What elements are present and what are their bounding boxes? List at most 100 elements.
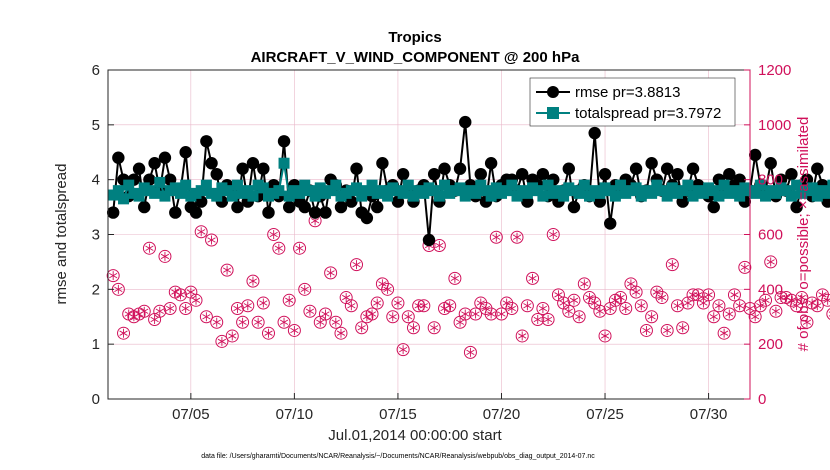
obs-assimilated-point bbox=[813, 301, 822, 311]
rmse-point bbox=[210, 167, 223, 181]
obs-assimilated-point bbox=[357, 323, 366, 333]
obs-assimilated-point bbox=[186, 287, 195, 297]
asterisk-stroke bbox=[782, 294, 791, 301]
asterisk-stroke bbox=[813, 303, 822, 309]
totalspread-point bbox=[231, 179, 243, 191]
obs-assimilated-point bbox=[181, 304, 190, 314]
totalspread-point bbox=[247, 190, 259, 202]
obs-possible-point bbox=[350, 258, 364, 272]
asterisk-stroke bbox=[533, 316, 542, 323]
rmse-point bbox=[148, 157, 161, 170]
asterisk-stroke bbox=[751, 314, 760, 320]
series-line-layer bbox=[106, 115, 830, 247]
obs-assimilated-point bbox=[766, 257, 775, 267]
totalspread-point bbox=[785, 190, 797, 202]
totalspread-point bbox=[200, 179, 212, 191]
asterisk-stroke bbox=[290, 327, 299, 334]
obs-assimilated-point bbox=[554, 290, 563, 300]
obs-possible-point bbox=[370, 296, 384, 310]
rmse-point bbox=[334, 200, 348, 214]
obs-possible-point bbox=[645, 310, 659, 324]
obs-possible-point bbox=[210, 315, 224, 329]
rmse-point bbox=[515, 167, 529, 181]
asterisk-stroke bbox=[502, 300, 511, 306]
rmse-point bbox=[660, 162, 674, 175]
asterisk-stroke bbox=[202, 314, 211, 320]
totalspread-point bbox=[123, 179, 135, 191]
obs-assimilated-point bbox=[497, 309, 506, 319]
obs-assimilated-point bbox=[378, 279, 387, 289]
asterisk-stroke bbox=[367, 311, 377, 317]
rmse-point bbox=[484, 157, 498, 170]
asterisk-stroke bbox=[445, 303, 454, 309]
obs-possible-point bbox=[639, 323, 653, 337]
asterisk-stroke bbox=[145, 245, 154, 251]
obs-assimilated-point bbox=[549, 230, 558, 239]
obs-possible-point bbox=[593, 304, 607, 318]
asterisk-stroke bbox=[114, 286, 123, 292]
totalspread-point bbox=[294, 187, 306, 199]
rmse-point bbox=[707, 200, 720, 214]
obs-assimilated-point bbox=[751, 312, 760, 322]
asterisk-stroke bbox=[461, 311, 470, 317]
asterisk-stroke bbox=[140, 308, 149, 314]
data-file-footnote: data file: /Users/gharamti/Documents/NCA… bbox=[201, 453, 595, 460]
obs-possible-point bbox=[137, 304, 151, 318]
obs-possible-point bbox=[660, 323, 674, 337]
obs-assimilated-point bbox=[575, 312, 584, 322]
rmse-point bbox=[376, 157, 389, 170]
totalspread-point bbox=[118, 193, 130, 205]
obs-assimilated-point bbox=[730, 290, 739, 300]
obs-assimilated-point bbox=[254, 317, 263, 327]
asterisk-stroke bbox=[725, 311, 734, 317]
asterisk-stroke bbox=[642, 327, 651, 334]
totalspread-point bbox=[439, 179, 451, 191]
rmse-point bbox=[459, 115, 472, 129]
totalspread-point bbox=[754, 179, 766, 191]
obs-possible-point bbox=[194, 225, 208, 239]
obs-possible-point bbox=[220, 263, 234, 277]
asterisk-stroke bbox=[585, 294, 594, 301]
obs-possible-point bbox=[676, 321, 690, 335]
obs-possible-point bbox=[329, 315, 343, 329]
rmse-point bbox=[536, 167, 550, 181]
obs-possible-point bbox=[733, 299, 747, 313]
rmse-point bbox=[319, 206, 332, 219]
obs-assimilated-point bbox=[600, 331, 610, 341]
obs-assimilated-point bbox=[668, 260, 677, 270]
obs-assimilated-point bbox=[564, 306, 573, 316]
asterisk-stroke bbox=[393, 300, 403, 306]
rmse-point bbox=[588, 126, 601, 140]
asterisk-stroke bbox=[326, 270, 335, 276]
obs-possible-point bbox=[287, 323, 301, 337]
obs-assimilated-point bbox=[590, 298, 599, 308]
y-right-tick-label: 1000 bbox=[758, 117, 791, 134]
obs-assimilated-point bbox=[595, 306, 604, 316]
obs-possible-point bbox=[826, 308, 830, 320]
obs-possible-point bbox=[526, 271, 540, 285]
obs-assimilated-point bbox=[792, 301, 801, 311]
obs-assimilated-point bbox=[802, 317, 812, 327]
obs-possible-point bbox=[520, 299, 534, 313]
asterisk-stroke bbox=[207, 237, 216, 243]
asterisk-stroke bbox=[621, 305, 630, 312]
asterisk-stroke bbox=[388, 314, 397, 320]
obs-possible-point bbox=[712, 299, 726, 313]
obs-assimilated-point bbox=[342, 293, 351, 303]
y-left-tick-label: 3 bbox=[92, 227, 100, 244]
asterisk-stroke bbox=[590, 300, 599, 306]
asterisk-stroke bbox=[595, 308, 604, 314]
y-left-tick-label: 1 bbox=[92, 336, 100, 353]
asterisk-stroke bbox=[637, 303, 646, 309]
obs-assimilated-point bbox=[388, 312, 397, 322]
obs-possible-point bbox=[572, 310, 586, 324]
asterisk-stroke bbox=[342, 294, 351, 301]
obs-assimilated-point bbox=[248, 276, 258, 286]
obs-assimilated-point bbox=[347, 301, 356, 311]
asterisk-stroke bbox=[699, 300, 708, 306]
y-axis-right-ticks: 0 200 400 600 800 1000 1200 bbox=[744, 62, 791, 408]
obs-assimilated-point bbox=[585, 293, 594, 303]
totalspread-point bbox=[273, 185, 285, 197]
totalspread-point bbox=[112, 185, 124, 197]
obs-assimilated-point bbox=[502, 298, 511, 308]
